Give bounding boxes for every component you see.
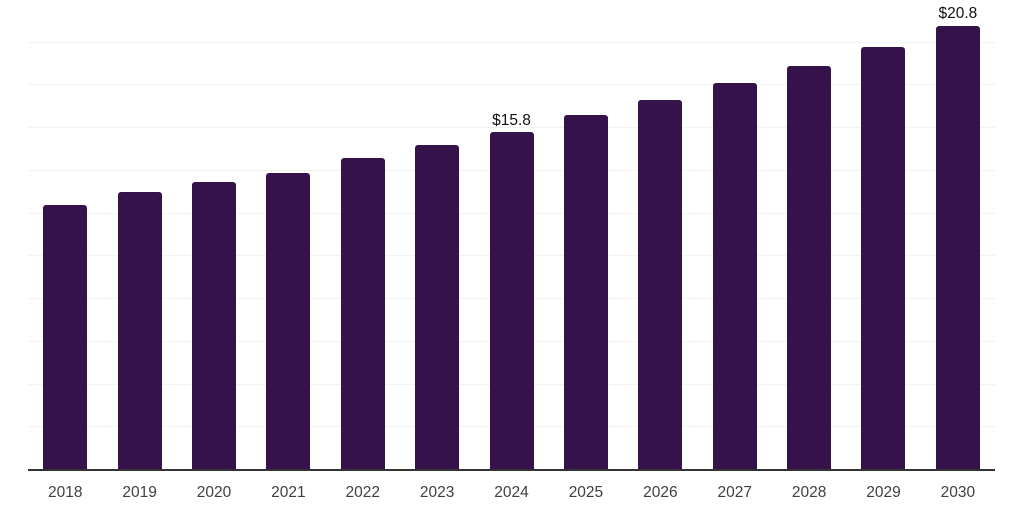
bar-2024: $15.8 bbox=[489, 113, 534, 470]
x-tick-label-2019: 2019 bbox=[122, 484, 157, 501]
x-tick-label-2027: 2027 bbox=[717, 484, 752, 501]
x-tick-label-2028: 2028 bbox=[791, 484, 827, 501]
bar-slot bbox=[698, 0, 772, 470]
bars-container: $15.8 $20.8 bbox=[28, 0, 995, 470]
x-axis-line bbox=[28, 469, 995, 471]
bar-slot bbox=[623, 0, 697, 470]
bar-slot bbox=[28, 0, 102, 470]
plot-area: $15.8 $20.8 bbox=[28, 0, 995, 470]
bar-slot: $15.8 bbox=[474, 0, 548, 470]
bar-2023 bbox=[415, 145, 460, 470]
bar-2027 bbox=[712, 83, 757, 470]
bar-2018 bbox=[43, 205, 88, 470]
x-tick-label-2024: 2024 bbox=[494, 484, 529, 501]
x-tick-label-2029: 2029 bbox=[866, 484, 901, 501]
x-tick-label-2030: 2030 bbox=[940, 484, 976, 501]
x-axis-labels: 2018 2019 2020 2021 2022 2023 2024 2025 2026 2027… bbox=[28, 484, 995, 503]
bar-slot bbox=[326, 0, 400, 470]
gridline bbox=[28, 84, 995, 86]
value-label-2030: $20.8 bbox=[938, 5, 978, 23]
bar-slot bbox=[846, 0, 920, 470]
bar-slot bbox=[102, 0, 176, 470]
bar-2020 bbox=[191, 181, 236, 470]
bar-2021 bbox=[266, 173, 311, 470]
x-tick-label-2020: 2020 bbox=[196, 484, 232, 501]
bar-slot bbox=[177, 0, 251, 470]
bar-2025 bbox=[563, 115, 608, 470]
bar-2026 bbox=[638, 100, 683, 470]
bar-slot bbox=[549, 0, 623, 470]
bar-slot bbox=[251, 0, 325, 470]
bar-slot bbox=[772, 0, 846, 470]
bar-slot: $20.8 bbox=[921, 0, 995, 470]
bar-2028 bbox=[787, 66, 832, 470]
bar-2029 bbox=[861, 47, 906, 470]
value-label-2024: $15.8 bbox=[492, 111, 531, 129]
gridline bbox=[28, 127, 995, 129]
gridline bbox=[28, 41, 995, 43]
x-tick-label-2025: 2025 bbox=[568, 484, 604, 501]
x-tick-label-2021: 2021 bbox=[271, 484, 306, 501]
bar-2019 bbox=[117, 192, 162, 470]
x-tick-label-2018: 2018 bbox=[47, 484, 83, 501]
x-tick-label-2023: 2023 bbox=[419, 484, 455, 501]
x-tick-label-2022: 2022 bbox=[345, 484, 380, 501]
bar-2030: $20.8 bbox=[935, 6, 980, 470]
bar-slot bbox=[400, 0, 474, 470]
bar-2022 bbox=[340, 158, 385, 470]
x-tick-label-2026: 2026 bbox=[643, 484, 678, 501]
